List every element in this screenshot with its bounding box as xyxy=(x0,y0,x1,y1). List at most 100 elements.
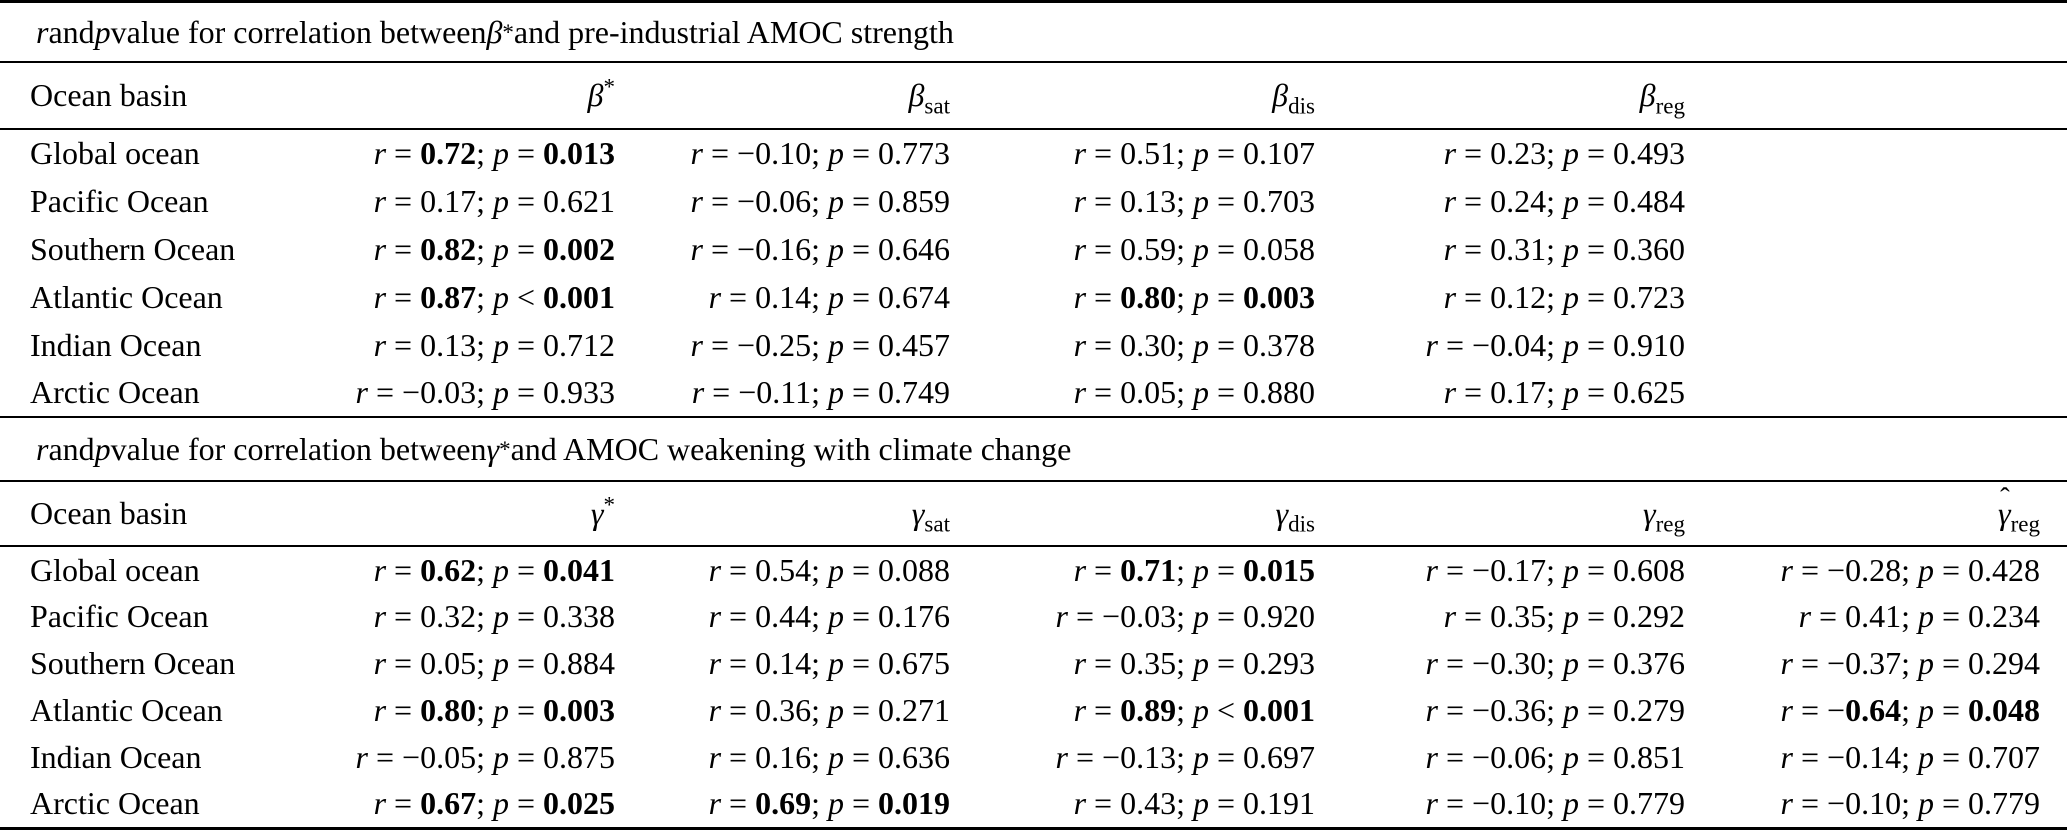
stat-cell: r = 0.23; p = 0.493 xyxy=(1443,135,1685,171)
stat-cell: r = −0.10; p = 0.773 xyxy=(690,135,950,171)
stat-cell: r = 0.54; p = 0.088 xyxy=(708,551,950,588)
stat-cell: r = 0.59; p = 0.058 xyxy=(1073,230,1315,267)
stat-cell: r = −0.03; p = 0.933 xyxy=(355,374,615,410)
beta-table-title: r and p value for correlation between β *… xyxy=(0,0,2067,63)
stat-cell: r = 0.51; p = 0.107 xyxy=(1073,135,1315,171)
column-header-coefficient: βdis xyxy=(1272,77,1315,119)
basin-cell: Global ocean xyxy=(30,551,200,588)
stat-cell: r = −0.64; p = 0.048 xyxy=(1780,692,2040,728)
stat-cell: r = 0.69; p = 0.019 xyxy=(708,785,950,822)
stat-cell: r = 0.71; p = 0.015 xyxy=(1073,551,1315,588)
basin-cell: Pacific Ocean xyxy=(30,598,209,634)
column-header-coefficient: βsat xyxy=(908,77,950,119)
basin-cell: Atlantic Ocean xyxy=(30,692,223,728)
empty-cell xyxy=(1685,129,2067,177)
gamma-table-section: r and p value for correlation between γ *… xyxy=(0,418,2067,830)
stat-cell: r = −0.14; p = 0.707 xyxy=(1780,739,2040,775)
column-header-basin: Ocean basin xyxy=(30,495,188,531)
header-row: Ocean basin γ* γsat γdis γreg ˆ γreg xyxy=(0,482,2067,546)
stat-cell: r = −0.04; p = 0.910 xyxy=(1425,326,1685,363)
stat-cell: r = 0.32; p = 0.338 xyxy=(373,598,615,634)
basin-cell: Indian Ocean xyxy=(30,326,202,363)
stat-cell: r = 0.13; p = 0.712 xyxy=(373,326,615,363)
gamma-table-header: Ocean basin γ* γsat γdis γreg ˆ γreg xyxy=(0,482,2067,546)
stat-cell: r = 0.12; p = 0.723 xyxy=(1443,278,1685,315)
basin-cell: Southern Ocean xyxy=(30,230,236,267)
table-row: Southern Ocean r = 0.05; p = 0.884 r = 0.1… xyxy=(0,640,2067,687)
stat-cell: r = −0.16; p = 0.646 xyxy=(690,230,950,267)
stat-cell: r = 0.17; p = 0.621 xyxy=(373,182,615,219)
stat-cell: r = 0.41; p = 0.234 xyxy=(1798,598,2040,634)
column-header-coefficient: βreg xyxy=(1639,77,1685,119)
basin-cell: Arctic Ocean xyxy=(30,785,200,822)
basin-cell: Indian Ocean xyxy=(30,739,202,775)
hat-accent: ˆ xyxy=(2000,482,2010,515)
stat-cell: r = 0.31; p = 0.360 xyxy=(1443,230,1685,267)
stat-cell: r = −0.06; p = 0.851 xyxy=(1425,739,1685,775)
table-row: Pacific Ocean r = 0.32; p = 0.338 r = 0.44… xyxy=(0,593,2067,640)
gamma-table: Ocean basin γ* γsat γdis γreg ˆ γreg Global oc… xyxy=(0,482,2067,830)
stat-cell: r = −0.05; p = 0.875 xyxy=(355,739,615,775)
stat-cell: r = −0.10; p = 0.779 xyxy=(1425,785,1685,822)
empty-cell xyxy=(1685,225,2067,273)
table-row: Arctic Ocean r = −0.03; p = 0.933 r = −0.1… xyxy=(0,369,2067,417)
column-header-coefficient: γsat xyxy=(911,495,950,537)
stat-cell: r = −0.37; p = 0.294 xyxy=(1780,645,2040,681)
stat-cell: r = 0.14; p = 0.675 xyxy=(708,645,950,681)
beta-table-header: Ocean basin β* βsat βdis βreg xyxy=(0,63,2067,129)
stat-cell: r = −0.30; p = 0.376 xyxy=(1425,645,1685,681)
stat-cell: r = 0.35; p = 0.292 xyxy=(1443,598,1685,634)
table-row: Arctic Ocean r = 0.67; p = 0.025 r = 0.69;… xyxy=(0,781,2067,828)
table-row: Global ocean r = 0.62; p = 0.041 r = 0.54;… xyxy=(0,546,2067,593)
stat-cell: r = 0.14; p = 0.674 xyxy=(708,278,950,315)
stat-cell: r = 0.30; p = 0.378 xyxy=(1073,326,1315,363)
table-row: Atlantic Ocean r = 0.80; p = 0.003 r = 0.3… xyxy=(0,687,2067,734)
column-header-empty xyxy=(1685,63,2067,129)
basin-cell: Global ocean xyxy=(30,135,200,171)
stat-cell: r = 0.43; p = 0.191 xyxy=(1073,785,1315,822)
table-row: Indian Ocean r = −0.05; p = 0.875 r = 0.16… xyxy=(0,734,2067,781)
beta-table-body: Global ocean r = 0.72; p = 0.013 r = −0.10… xyxy=(0,129,2067,417)
empty-cell xyxy=(1685,273,2067,321)
stat-cell: r = −0.28; p = 0.428 xyxy=(1780,551,2040,588)
table-row: Pacific Ocean r = 0.17; p = 0.621 r = −0.0… xyxy=(0,177,2067,225)
stat-cell: r = −0.11; p = 0.749 xyxy=(691,374,950,410)
column-header-coefficient: γ* xyxy=(590,491,615,531)
basin-cell: Southern Ocean xyxy=(30,645,236,681)
column-header-coefficient: γdis xyxy=(1275,495,1316,537)
stat-cell: r = −0.25; p = 0.457 xyxy=(690,326,950,363)
table-row: Global ocean r = 0.72; p = 0.013 r = −0.10… xyxy=(0,129,2067,177)
stat-cell: r = −0.13; p = 0.697 xyxy=(1055,739,1315,775)
stat-cell: r = 0.24; p = 0.484 xyxy=(1443,182,1685,219)
stat-cell: r = 0.62; p = 0.041 xyxy=(373,551,615,588)
empty-cell xyxy=(1685,321,2067,369)
stat-cell: r = 0.67; p = 0.025 xyxy=(373,785,615,822)
gamma-table-body: Global ocean r = 0.62; p = 0.041 r = 0.54;… xyxy=(0,546,2067,828)
stat-cell: r = −0.36; p = 0.279 xyxy=(1425,692,1685,728)
stat-cell: r = 0.82; p = 0.002 xyxy=(373,230,615,267)
header-row: Ocean basin β* βsat βdis βreg xyxy=(0,63,2067,129)
basin-cell: Pacific Ocean xyxy=(30,182,209,219)
table-row: Atlantic Ocean r = 0.87; p < 0.001 r = 0.1… xyxy=(0,273,2067,321)
beta-table-section: r and p value for correlation between β *… xyxy=(0,0,2067,418)
basin-cell: Atlantic Ocean xyxy=(30,278,223,315)
table-row: Southern Ocean r = 0.82; p = 0.002 r = −0.… xyxy=(0,225,2067,273)
column-header-coefficient: β* xyxy=(587,73,615,113)
column-header-coefficient: ˆ γreg xyxy=(1997,482,2040,537)
column-header-coefficient: γreg xyxy=(1642,495,1685,537)
table-row: Indian Ocean r = 0.13; p = 0.712 r = −0.25… xyxy=(0,321,2067,369)
empty-cell xyxy=(1685,177,2067,225)
beta-table: Ocean basin β* βsat βdis βreg Global ocean r … xyxy=(0,63,2067,418)
stat-cell: r = −0.03; p = 0.920 xyxy=(1055,598,1315,634)
stat-cell: r = 0.80; p = 0.003 xyxy=(1073,278,1315,315)
stat-cell: r = 0.05; p = 0.880 xyxy=(1073,374,1315,410)
basin-cell: Arctic Ocean xyxy=(30,374,200,410)
stat-cell: r = −0.10; p = 0.779 xyxy=(1780,785,2040,822)
stat-cell: r = 0.05; p = 0.884 xyxy=(373,645,615,681)
stat-cell: r = −0.06; p = 0.859 xyxy=(690,182,950,219)
column-header-basin: Ocean basin xyxy=(30,77,188,113)
empty-cell xyxy=(1685,369,2067,417)
stat-cell: r = 0.13; p = 0.703 xyxy=(1073,182,1315,219)
stat-cell: r = −0.17; p = 0.608 xyxy=(1425,551,1685,588)
